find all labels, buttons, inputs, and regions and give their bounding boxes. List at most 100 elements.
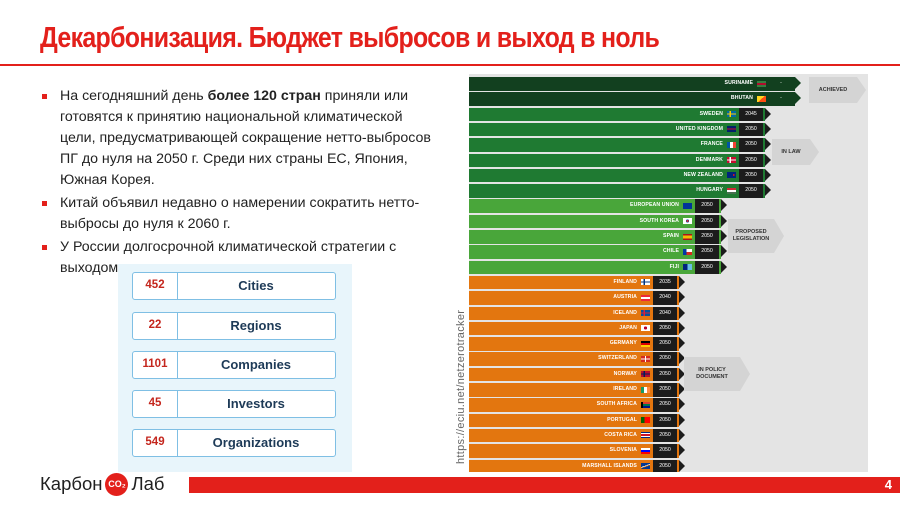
target-year: 2045	[739, 107, 763, 122]
target-year: 2050	[653, 413, 677, 428]
country-name: AUSTRIA	[613, 294, 637, 301]
tracker-bar	[469, 122, 765, 137]
title-divider	[0, 64, 900, 66]
target-year: 2050	[653, 459, 677, 472]
row-arrow-tip	[679, 398, 685, 411]
tracker-bar	[469, 245, 721, 259]
tracker-row: COSTA RICA 2050	[469, 428, 687, 443]
tracker-bar	[469, 138, 765, 152]
tracker-row: SLOVENIA 2050	[469, 444, 687, 458]
target-year: 2050	[653, 337, 677, 351]
country-name: SOUTH KOREA	[639, 217, 679, 224]
chile-flag-icon	[683, 248, 692, 255]
tracker-row: DENMARK 2050	[469, 153, 773, 167]
row-arrow-tip	[721, 214, 727, 227]
target-year: 2050	[739, 153, 763, 167]
stat-value: 45	[133, 391, 178, 417]
country-name: SLOVENIA	[609, 447, 637, 454]
stats-panel: 452 Cities 22 Regions 1101 Companies 45 …	[118, 264, 352, 472]
hungary-flag-icon	[727, 187, 736, 194]
tracker-row: AUSTRIA 2040	[469, 291, 687, 305]
tracker-bar	[469, 153, 765, 167]
row-arrow-tip	[765, 184, 771, 197]
tracker-row: NEW ZEALAND 2050	[469, 168, 773, 183]
tracker-row: IRELAND 2050	[469, 383, 687, 397]
uk-flag-icon	[727, 126, 736, 133]
stat-regions: 22 Regions	[132, 312, 336, 340]
tracker-row: GERMANY 2050	[469, 337, 687, 351]
tracker-row: SWEDEN 2045	[469, 107, 773, 122]
row-arrow-tip	[765, 153, 771, 166]
tracker-row: MARSHALL ISLANDS 2050	[469, 459, 687, 472]
target-year: 2040	[653, 291, 677, 305]
country-name: FINLAND	[613, 278, 637, 285]
denmark-flag-icon	[727, 157, 736, 163]
tracker-bar	[469, 306, 679, 320]
country-name: MARSHALL ISLANDS	[582, 462, 637, 469]
target-year: 2050	[739, 168, 763, 183]
stat-value: 1101	[133, 352, 178, 378]
austria-flag-icon	[641, 294, 650, 301]
france-flag-icon	[727, 141, 736, 148]
tracker-bar	[469, 428, 679, 443]
row-arrow-tip	[679, 413, 685, 426]
tracker-bar	[469, 459, 679, 472]
row-arrow-tip	[721, 199, 727, 212]
tracker-bar	[469, 337, 679, 351]
tracker-row: FRANCE 2050	[469, 138, 773, 152]
tracker-row: ICELAND 2040	[469, 306, 687, 320]
country-name: FIJI	[669, 263, 679, 270]
eu-flag-icon	[683, 202, 692, 209]
iceland-flag-icon	[641, 310, 650, 316]
southafrica-flag-icon	[641, 401, 650, 408]
tracker-row: SOUTH AFRICA 2050	[469, 398, 687, 412]
korea-flag-icon	[683, 218, 692, 225]
footer-bar: 4	[189, 477, 900, 493]
row-arrow-tip	[679, 291, 685, 304]
row-arrow-tip	[765, 122, 771, 135]
row-arrow-tip	[795, 77, 801, 89]
country-name: FRANCE	[700, 141, 723, 148]
tracker-bar	[469, 184, 765, 198]
germany-flag-icon	[641, 340, 650, 347]
country-name: SWEDEN	[699, 110, 723, 117]
row-arrow-tip	[721, 245, 727, 258]
tracker-bar	[469, 444, 679, 458]
tracker-row: FIJI 2050	[469, 260, 729, 275]
tracker-bar	[469, 413, 679, 428]
target-year: 2050	[695, 214, 719, 229]
tracker-row: UNITED KINGDOM 2050	[469, 122, 773, 137]
country-name: SPAIN	[663, 233, 679, 239]
row-arrow-tip	[679, 444, 685, 457]
tracker-row: CHILE 2050	[469, 245, 729, 259]
country-name: PORTUGAL	[607, 416, 637, 423]
row-arrow-tip	[721, 260, 727, 273]
row-arrow-tip	[679, 459, 685, 472]
tracker-row: BHUTAN -	[469, 92, 803, 106]
tracker-row: SURINAME -	[469, 77, 803, 91]
row-arrow-tip	[679, 367, 685, 380]
country-name: HUNGARY	[696, 187, 723, 194]
target-year: 2050	[695, 199, 719, 213]
tracker-bar	[469, 291, 679, 305]
stat-investors: 45 Investors	[132, 390, 336, 418]
co2-badge-icon: CO₂	[105, 472, 129, 496]
group-label-proposed-legislation: PROPOSED LEGISLATION	[728, 219, 784, 253]
ireland-flag-icon	[641, 386, 650, 393]
row-arrow-tip	[795, 92, 801, 105]
tracker-bar	[469, 352, 679, 366]
target-year: 2050	[653, 352, 677, 366]
country-name: CHILE	[662, 248, 679, 255]
tracker-row: NORWAY 2050	[469, 367, 687, 382]
stat-label: Organizations	[212, 435, 300, 450]
bullet-bold-text: более 120 стран	[207, 88, 321, 104]
target-year: 2035	[653, 275, 677, 290]
tracker-row: SWITZERLAND 2050	[469, 352, 687, 366]
target-year: 2050	[739, 138, 763, 152]
source-url: https://eciu.net/netzerotracker	[455, 309, 467, 464]
country-name: GERMANY	[609, 340, 637, 347]
tracker-row: FINLAND 2035	[469, 275, 687, 290]
bhutan-flag-icon	[757, 95, 766, 102]
row-arrow-tip	[679, 321, 685, 334]
stat-label: Regions	[230, 318, 282, 333]
